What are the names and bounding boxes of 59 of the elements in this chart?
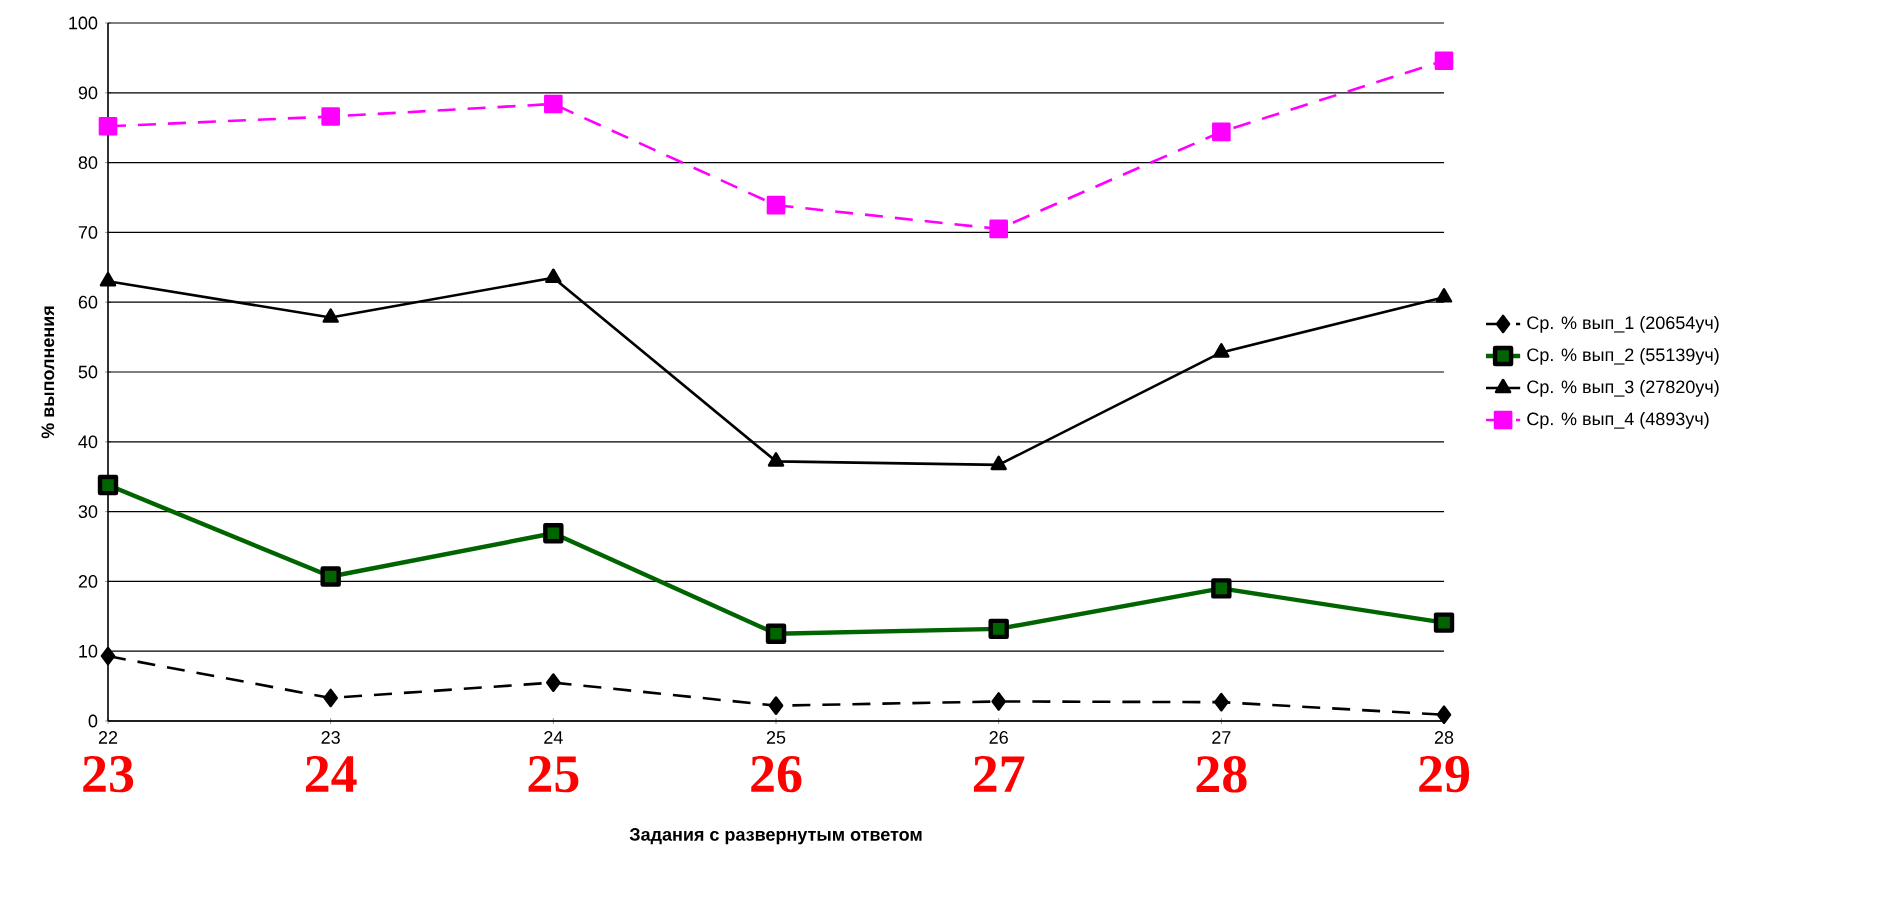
point: [323, 688, 338, 708]
point: [99, 271, 117, 287]
text: 26: [751, 756, 802, 793]
y-tick-label: 30: [78, 505, 98, 518]
point: [546, 673, 561, 692]
point: [768, 696, 784, 715]
point: [100, 646, 116, 666]
y-tick-label: 90: [78, 86, 98, 100]
x-tick-label: 28: [1434, 731, 1454, 744]
point: [991, 692, 1006, 711]
legend-label: Ср. % вып_4 (4893уч): [1527, 412, 1709, 429]
point: [543, 523, 564, 544]
point: [1214, 692, 1229, 712]
x-tick-label: 25: [766, 731, 786, 744]
x-tick-label: 24: [544, 731, 563, 744]
text: 23: [83, 756, 134, 793]
point: [989, 219, 1008, 239]
y-tick-label: 10: [79, 644, 98, 658]
point: [322, 308, 339, 323]
x-tick-label: 27: [1212, 731, 1231, 744]
point: [1211, 578, 1232, 599]
text: 25: [528, 756, 579, 793]
point: [1434, 51, 1454, 70]
point: [98, 117, 118, 136]
point: [765, 623, 787, 644]
y-tick-label: 0: [88, 714, 98, 728]
point: [1213, 343, 1230, 358]
y-tick-label: 50: [78, 365, 98, 379]
point: [988, 618, 1009, 640]
text: 27: [973, 756, 1025, 792]
legend-label: Ср. % вып_1 (20654уч): [1527, 315, 1719, 333]
x-axis-title: Задания с развернутым ответом: [629, 828, 922, 845]
legend-label: Ср. % вып_3 (27820уч): [1527, 379, 1719, 397]
point: [767, 452, 785, 467]
point: [320, 566, 341, 587]
y-tick-label: 70: [78, 226, 98, 239]
y-tick-label: 100: [69, 16, 98, 30]
y-axis-title: % выполнения: [41, 306, 55, 439]
y-tick-label: 80: [78, 156, 98, 169]
point: [97, 474, 119, 496]
text: 28: [1196, 756, 1247, 793]
point: [321, 107, 340, 126]
text: 29: [1419, 756, 1470, 793]
x-tick-label: 22: [98, 731, 118, 744]
y-tick-label: 60: [78, 295, 98, 309]
point: [545, 268, 562, 284]
point: [1435, 288, 1453, 303]
point: [544, 94, 563, 114]
point: [1212, 122, 1231, 142]
x-tick-label: 26: [989, 731, 1008, 744]
y-tick-label: 40: [78, 435, 98, 449]
point: [766, 195, 786, 215]
x-tick-label: 23: [321, 731, 340, 744]
point: [1436, 705, 1452, 725]
text: 24: [305, 756, 357, 792]
point: [990, 455, 1007, 471]
legend-label: Ср. % вып_2 (55139уч): [1527, 347, 1719, 365]
y-tick-label: 20: [78, 575, 98, 588]
point: [1433, 612, 1455, 633]
